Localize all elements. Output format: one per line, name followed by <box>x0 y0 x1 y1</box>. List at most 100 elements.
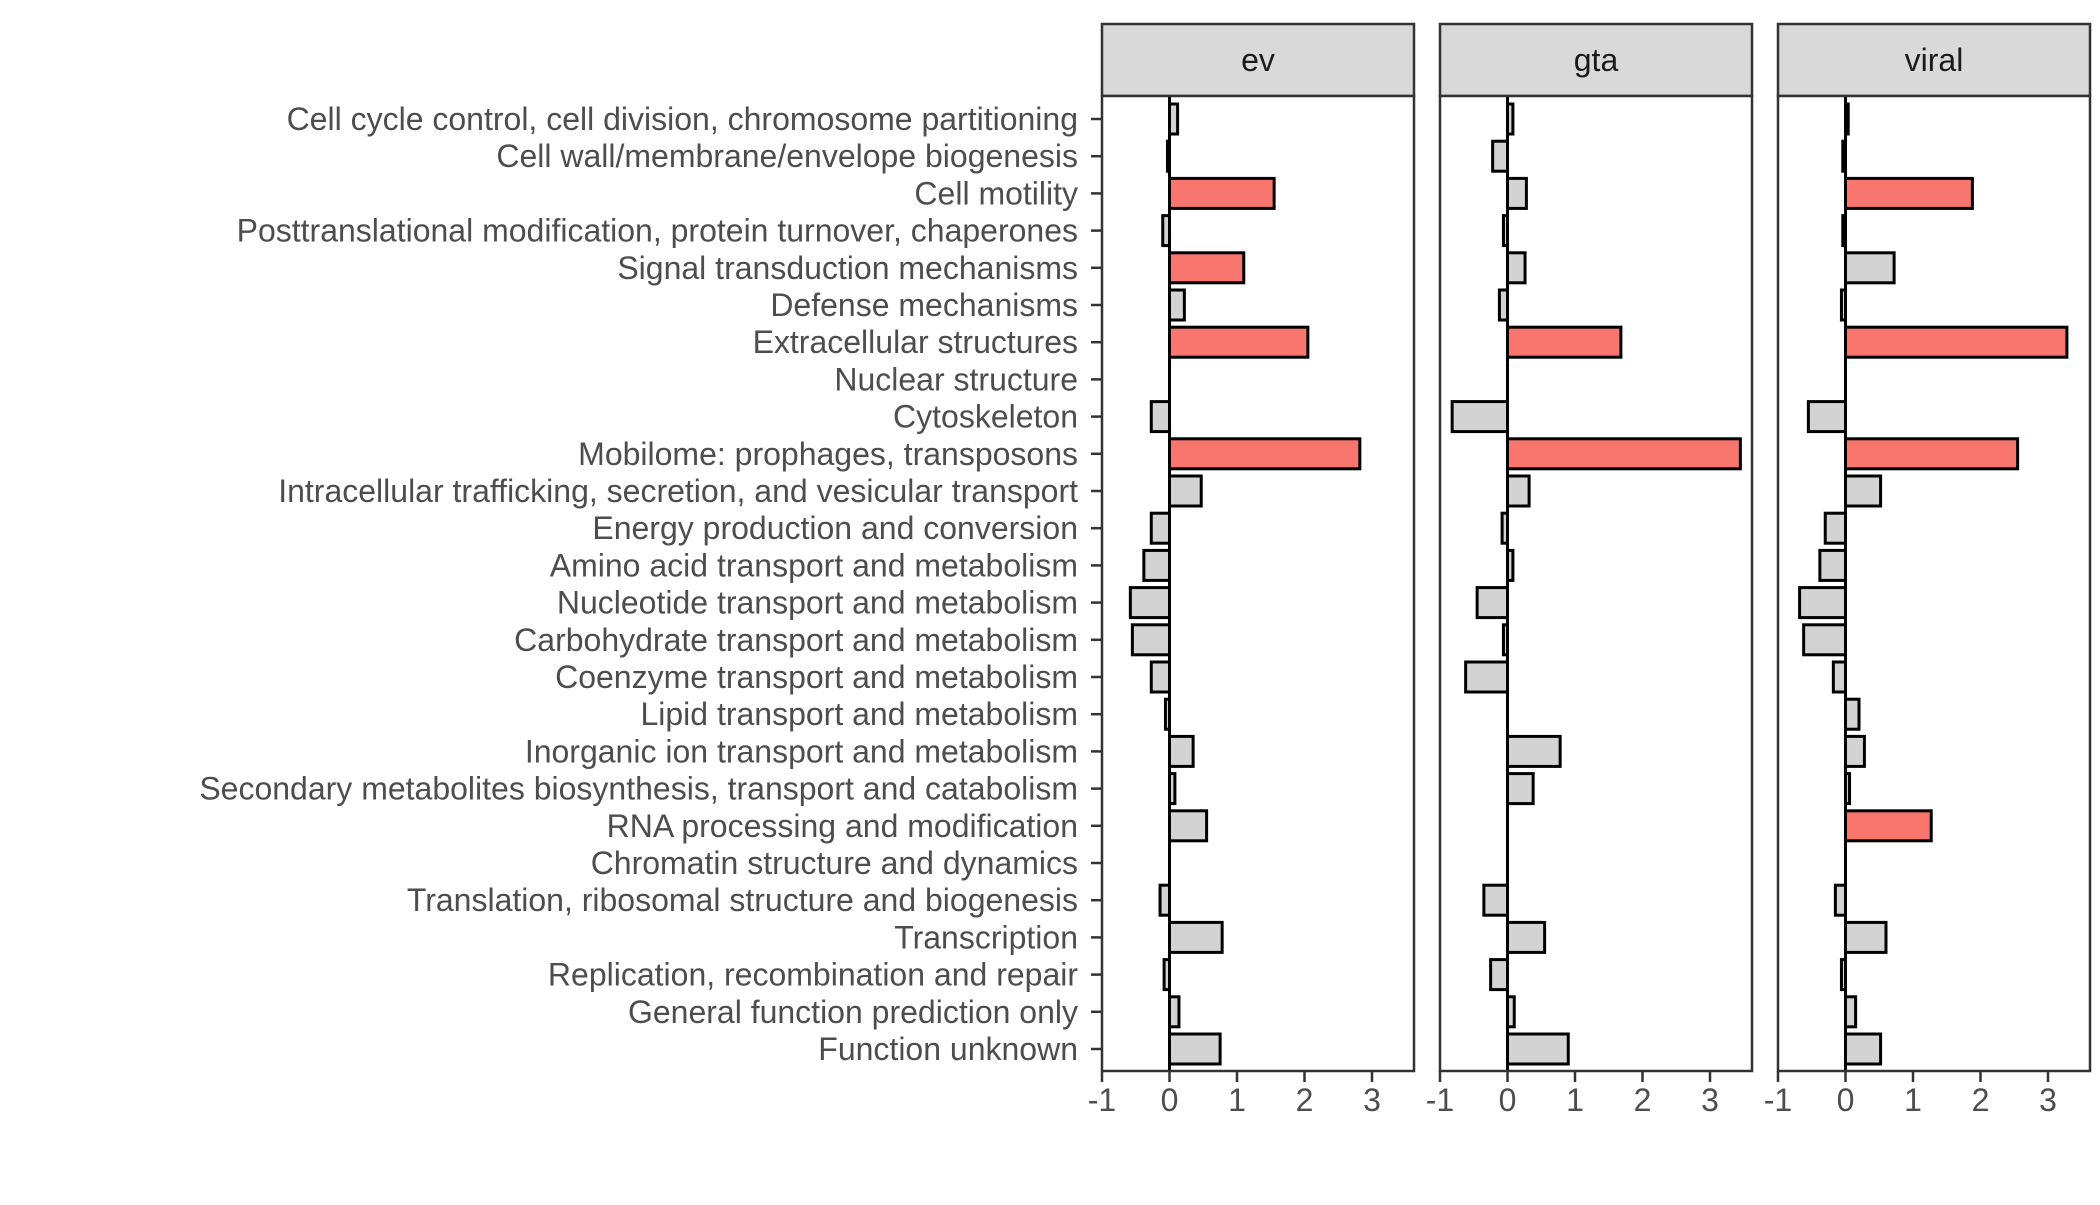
bar <box>1844 1032 1883 1066</box>
y-tick-label: Chromatin structure and dynamics <box>591 845 1078 881</box>
bar <box>1506 251 1527 285</box>
bar <box>1450 400 1510 434</box>
bar <box>1506 437 1742 471</box>
bar <box>1844 734 1866 768</box>
x-tick-label: -1 <box>1088 1082 1116 1118</box>
panel-background <box>1778 96 2090 1071</box>
panel-border <box>1438 94 1754 1073</box>
bar <box>1482 883 1509 917</box>
x-tick-label: -1 <box>1426 1082 1454 1118</box>
bar <box>1128 586 1171 620</box>
bar <box>1844 437 2020 471</box>
panel-background <box>1440 96 1752 1071</box>
bar <box>1475 586 1509 620</box>
facet-strip <box>1776 22 2092 98</box>
bar <box>1506 772 1535 806</box>
y-tick-label: Carbohydrate transport and metabolism <box>514 622 1078 658</box>
x-tick-label: 2 <box>1634 1082 1652 1118</box>
bar <box>1168 474 1203 508</box>
y-tick-label: Function unknown <box>818 1031 1078 1067</box>
bar <box>1831 660 1847 694</box>
y-tick-label: Coenzyme transport and metabolism <box>555 659 1078 695</box>
x-tick-label: 2 <box>1972 1082 1990 1118</box>
bar <box>1844 920 1888 954</box>
bar <box>1506 325 1623 359</box>
bar <box>1806 400 1847 434</box>
bar <box>1168 437 1362 471</box>
y-tick-label: Nucleotide transport and metabolism <box>557 585 1078 621</box>
bar <box>1844 251 1896 285</box>
y-tick-label: Translation, ribosomal structure and bio… <box>407 882 1078 918</box>
bar <box>1149 400 1172 434</box>
y-tick-label: Signal transduction mechanisms <box>617 250 1078 286</box>
facet-strip-label: gta <box>1574 42 1619 78</box>
facet-panel-ev: ev -1 0 1 2 3 <box>1088 22 1416 1118</box>
bar <box>1844 995 1858 1029</box>
y-tick-label: Cell motility <box>914 175 1078 211</box>
y-tick-label: Cytoskeleton <box>893 399 1078 435</box>
bar <box>1168 809 1209 843</box>
bar <box>1130 623 1171 657</box>
bar <box>1489 958 1509 992</box>
x-tick-label: 1 <box>1904 1082 1922 1118</box>
bar <box>1844 474 1883 508</box>
bar <box>1844 176 1974 210</box>
bar <box>1168 325 1310 359</box>
bar <box>1506 734 1562 768</box>
x-tick-label: 0 <box>1499 1082 1517 1118</box>
y-axis: Cell cycle control, cell division, chrom… <box>199 101 1102 1067</box>
y-tick-label: Amino acid transport and metabolism <box>550 547 1078 583</box>
panel-background <box>1102 96 1414 1071</box>
bar <box>1802 623 1848 657</box>
bar <box>1149 511 1172 545</box>
facet-strip-label: ev <box>1241 42 1275 78</box>
bar <box>1168 1032 1222 1066</box>
y-tick-label: Extracellular structures <box>753 324 1078 360</box>
bar <box>1506 474 1531 508</box>
bar <box>1149 660 1172 694</box>
x-tick-label: 0 <box>1161 1082 1179 1118</box>
y-tick-label: Secondary metabolites biosynthesis, tran… <box>199 771 1078 807</box>
y-tick-label: Lipid transport and metabolism <box>640 696 1078 732</box>
x-tick-label: -1 <box>1764 1082 1792 1118</box>
panel-border <box>1776 94 2092 1073</box>
bar <box>1823 511 1847 545</box>
y-tick-label: Transcription <box>894 919 1078 955</box>
bar <box>1168 176 1276 210</box>
x-tick-label: 0 <box>1837 1082 1855 1118</box>
bar <box>1506 920 1547 954</box>
y-tick-label: General function prediction only <box>628 994 1078 1030</box>
bar <box>1833 883 1847 917</box>
y-tick-label: Energy production and conversion <box>592 510 1078 546</box>
bar <box>1142 548 1171 582</box>
bar <box>1818 548 1847 582</box>
y-tick-label: Defense mechanisms <box>770 287 1078 323</box>
bar <box>1798 586 1847 620</box>
bar <box>1844 809 1933 843</box>
bar <box>1506 1032 1570 1066</box>
y-tick-label: RNA processing and modification <box>607 808 1078 844</box>
y-tick-label: Mobilome: prophages, transposons <box>578 436 1078 472</box>
x-tick-label: 1 <box>1228 1082 1246 1118</box>
bar <box>1464 660 1510 694</box>
y-tick-label: Replication, recombination and repair <box>548 957 1078 993</box>
bar <box>1844 325 2069 359</box>
y-tick-label: Nuclear structure <box>834 361 1078 397</box>
bar <box>1506 176 1528 210</box>
facet-panel-viral: viral -1 0 1 2 3 <box>1764 22 2092 1118</box>
panel-border <box>1100 94 1416 1073</box>
facet-strip-label: viral <box>1905 42 1964 78</box>
x-tick-label: 3 <box>2039 1082 2057 1118</box>
bar <box>1168 734 1195 768</box>
y-tick-label: Cell wall/membrane/envelope biogenesis <box>496 138 1078 174</box>
x-tick-label: 2 <box>1296 1082 1314 1118</box>
x-tick-label: 3 <box>1701 1082 1719 1118</box>
facet-panel-gta: gta -1 0 1 2 3 <box>1426 22 1754 1118</box>
y-tick-label: Posttranslational modification, protein … <box>237 213 1078 249</box>
bar <box>1844 697 1861 731</box>
bar <box>1168 251 1246 285</box>
y-tick-label: Cell cycle control, cell division, chrom… <box>287 101 1078 137</box>
x-tick-label: 1 <box>1566 1082 1584 1118</box>
